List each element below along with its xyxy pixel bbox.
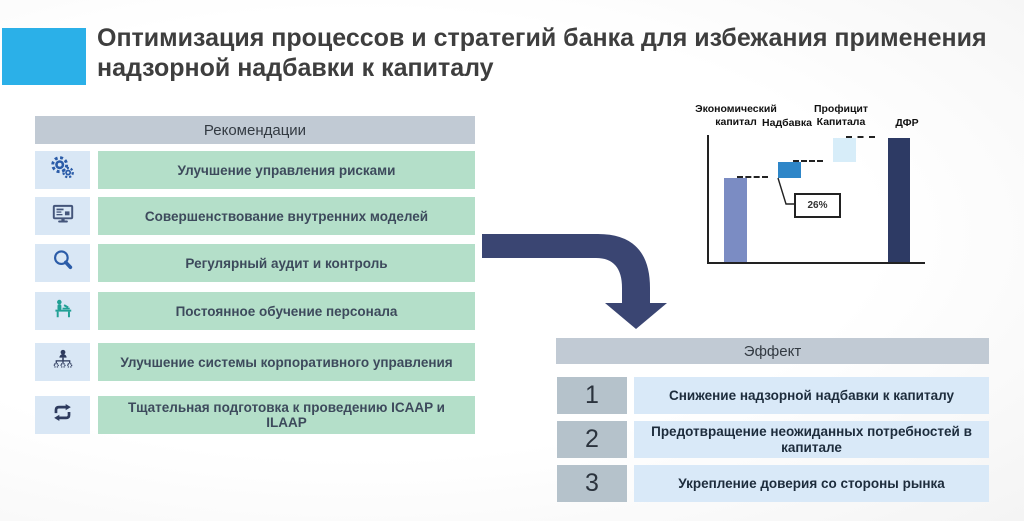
icon-box [35,151,90,189]
recommendation-row: Совершенствование внутренних моделей [0,197,1024,235]
recommendations-header-label: Рекомендации [203,121,307,139]
chart-x-axis [707,262,925,264]
chart-category-label: Профицит Капитала [813,103,869,128]
icon-box [35,343,90,381]
recommendation-item: Тщательная подготовка к проведению ICAAP… [98,396,475,434]
chart-bar-nadbavka [778,161,801,178]
effect-number-box: 1 [557,377,627,414]
brand-logo-square [2,28,86,85]
monitor-icon [50,201,76,232]
chart-level-dash [737,176,768,178]
effect-row: 1 Снижение надзорной надбавки к капиталу [0,377,1024,414]
recommendation-item: Постоянное обучение персонала [98,292,475,330]
page-title-line2: надзорной надбавки к капиталу [97,54,494,82]
page-title-line1: Оптимизация процессов и стратегий банка … [97,24,987,52]
chart-category-label: ДФР [895,117,919,129]
recommendations-header: Рекомендации [35,116,475,144]
chart-bar-capital-surplus [833,138,856,162]
repeat-cycle-icon [49,399,76,431]
recommendation-row: Постоянное обучение персонала [0,292,1024,330]
org-chart-icon [50,347,76,378]
magnifier-icon [49,247,76,279]
icon-box [35,197,90,235]
chart-level-dash [846,136,875,138]
chart-y-axis [707,135,709,262]
effect-item: Укрепление доверия со стороны рынка [634,465,989,502]
chart-category-label: Экономический капитал [695,103,777,128]
effects-header-label: Эффект [743,342,802,360]
page-title: Оптимизация процессов и стратегий банка … [97,23,1012,83]
recommendation-item: Улучшение управления рисками [98,151,475,189]
recommendation-row: Тщательная подготовка к проведению ICAAP… [0,396,1024,434]
effect-item: Снижение надзорной надбавки к капиталу [634,377,989,414]
flow-arrow [482,234,667,329]
effects-header: Эффект [556,338,989,364]
effect-number-box: 3 [557,465,627,502]
training-person-desk-icon [50,296,76,327]
gears-icon [49,154,76,186]
recommendation-row: Улучшение системы корпоративного управле… [0,343,1024,381]
icon-box [35,244,90,282]
chart-bar-economic-capital [724,177,747,262]
recommendation-row: Улучшение управления рисками [0,151,1024,189]
recommendation-item: Регулярный аудит и контроль [98,244,475,282]
annotation-callout: 26% [794,193,841,218]
effect-row: 3 Укрепление доверия со стороны рынка [0,465,1024,502]
chart-bar-dfr [888,138,910,262]
recommendation-item: Совершенствование внутренних моделей [98,197,475,235]
callout-connector-line [777,177,794,205]
effect-item: Предотвращение неожиданных потребностей … [634,421,989,458]
icon-box [35,292,90,330]
icon-box [35,396,90,434]
chart-level-dash [793,160,823,162]
recommendation-item: Улучшение системы корпоративного управле… [98,343,475,381]
recommendation-row: Регулярный аудит и контроль [0,244,1024,282]
effect-row: 2 Предотвращение неожиданных потребносте… [0,421,1024,458]
waterfall-chart: Экономический капитал Надбавка Профицит … [688,100,938,270]
effect-number-box: 2 [557,421,627,458]
chart-category-label: Надбавка [762,117,812,129]
